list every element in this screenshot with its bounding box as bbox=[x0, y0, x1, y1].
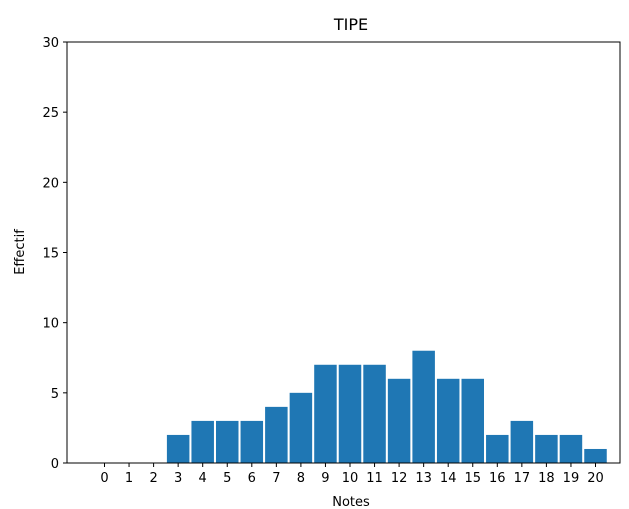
bar-5 bbox=[216, 420, 239, 463]
x-tick-label-8: 8 bbox=[297, 471, 305, 486]
bar-6 bbox=[240, 420, 264, 463]
bar-13 bbox=[412, 350, 435, 463]
bar-15 bbox=[461, 378, 484, 463]
x-tick-label-7: 7 bbox=[272, 471, 280, 486]
bars-group bbox=[166, 350, 607, 463]
x-tick-label-6: 6 bbox=[248, 471, 256, 486]
x-tick-label-13: 13 bbox=[415, 471, 432, 486]
bar-14 bbox=[436, 378, 460, 463]
x-tick-label-12: 12 bbox=[391, 471, 408, 486]
y-tick-label-25: 25 bbox=[42, 106, 59, 121]
bar-8 bbox=[289, 392, 313, 463]
y-tick-label-20: 20 bbox=[42, 176, 59, 191]
x-tick-label-20: 20 bbox=[587, 471, 604, 486]
bar-10 bbox=[338, 364, 362, 463]
bar-7 bbox=[265, 406, 288, 463]
x-tick-label-0: 0 bbox=[100, 471, 108, 486]
x-tick-label-18: 18 bbox=[538, 471, 555, 486]
bar-17 bbox=[510, 420, 534, 463]
bar-9 bbox=[314, 364, 337, 463]
bar-12 bbox=[387, 378, 411, 463]
x-tick-label-9: 9 bbox=[321, 471, 329, 486]
x-axis-title: Notes bbox=[332, 495, 370, 509]
chart-title: TIPE bbox=[333, 15, 368, 34]
x-tick-label-2: 2 bbox=[149, 471, 157, 486]
x-tick-label-3: 3 bbox=[174, 471, 182, 486]
bar-3 bbox=[166, 434, 190, 463]
y-axis-title: Effectif bbox=[13, 229, 28, 275]
y-tick-label-30: 30 bbox=[42, 36, 59, 51]
x-tick-label-5: 5 bbox=[223, 471, 231, 486]
x-tick-label-15: 15 bbox=[464, 471, 481, 486]
bar-4 bbox=[191, 420, 214, 463]
y-tick-label-0: 0 bbox=[51, 457, 59, 472]
x-tick-label-19: 19 bbox=[563, 471, 580, 486]
y-tick-label-5: 5 bbox=[51, 387, 59, 402]
y-tick-label-15: 15 bbox=[42, 247, 59, 262]
bar-16 bbox=[486, 434, 509, 463]
x-tick-label-4: 4 bbox=[199, 471, 207, 486]
x-tick-label-16: 16 bbox=[489, 471, 506, 486]
bar-11 bbox=[363, 364, 386, 463]
x-tick-label-11: 11 bbox=[366, 471, 383, 486]
x-tick-label-17: 17 bbox=[514, 471, 531, 486]
bar-19 bbox=[559, 434, 583, 463]
x-tick-label-1: 1 bbox=[125, 471, 133, 486]
y-tick-label-10: 10 bbox=[42, 317, 59, 332]
bar-20 bbox=[584, 448, 607, 463]
x-tick-label-10: 10 bbox=[342, 471, 359, 486]
x-tick-label-14: 14 bbox=[440, 471, 457, 486]
bar-18 bbox=[535, 434, 558, 463]
